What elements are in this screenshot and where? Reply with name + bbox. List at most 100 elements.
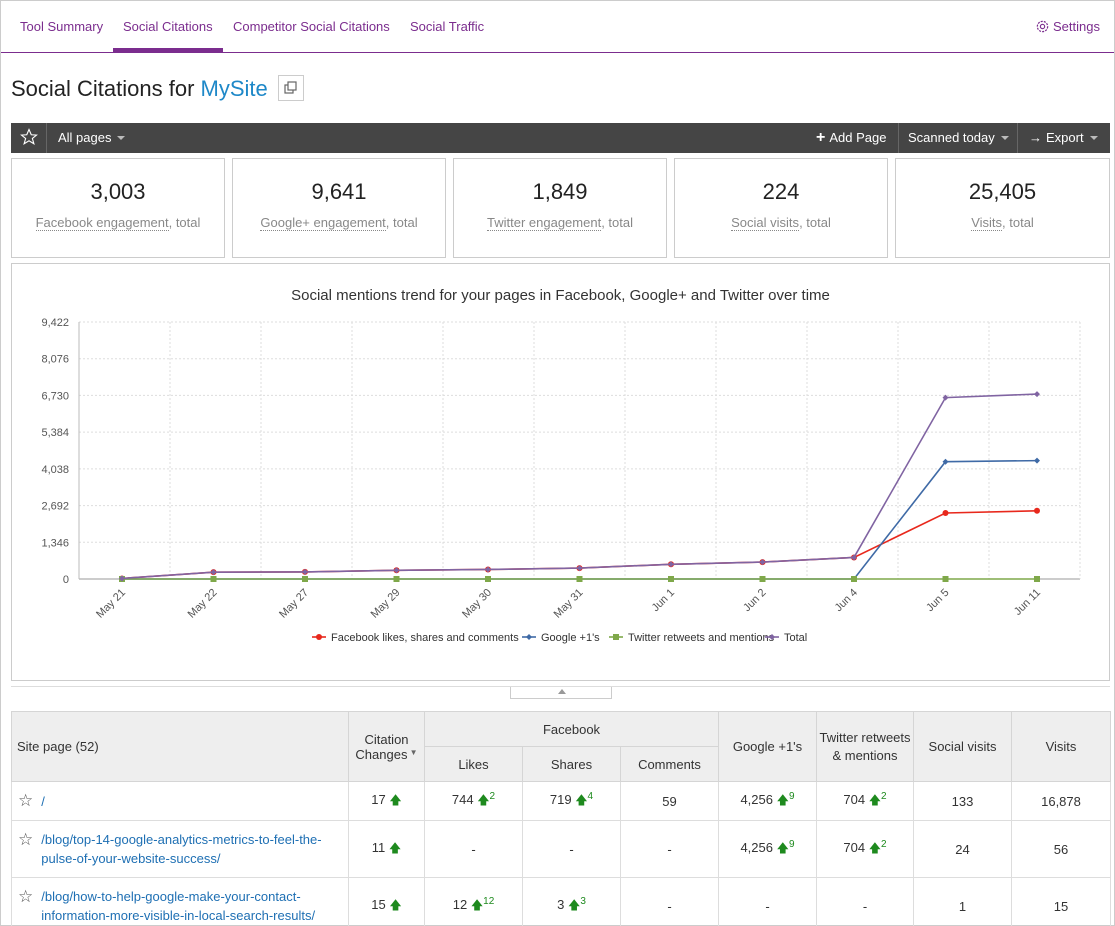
star-icon[interactable]: ☆ [18,791,34,810]
add-page-label: Add Page [829,130,887,145]
table-row: ☆ /blog/how-to-help-google-make-your-cont… [11,877,1111,926]
citation-label: Citation Changes [355,731,409,762]
data-point [851,554,857,561]
data-point [759,559,766,566]
scanned-label: Scanned today [908,130,995,145]
col-likes[interactable]: Likes [424,746,523,782]
y-tick-label: 0 [63,574,69,586]
data-point [210,576,217,582]
google-value: - [765,898,770,914]
export-dropdown[interactable]: → Export [1029,123,1098,153]
card-label-suffix: , total [168,215,201,230]
y-tick-label: 6,730 [41,390,69,402]
col-site-page[interactable]: Site page (52) [11,711,349,782]
settings-button[interactable]: Settings [1035,1,1100,53]
all-pages-dropdown[interactable]: All pages [58,123,126,153]
page-link[interactable]: /blog/how-to-help-google-make-your-conta… [41,889,316,923]
likes-value: - [471,841,476,857]
tab-tool-summary[interactable]: Tool Summary [20,19,104,34]
star-icon[interactable]: ☆ [18,830,34,849]
page-link[interactable]: /blog/top-14-google-analytics-metrics-to… [41,832,322,866]
arrow-up-icon: 🡅 [389,897,402,912]
card-label: Google+ engagement, total [233,215,445,231]
card-label-link[interactable]: Twitter engagement [487,215,602,231]
citation-value: 11 [371,839,386,855]
x-tick-label: Jun 5 [924,587,952,615]
data-point [1034,391,1040,398]
delta-value: 2 [881,838,887,850]
social-visits-cell: 1 [913,877,1012,926]
comments-cell: - [620,877,719,926]
col-visits[interactable]: Visits [1011,711,1111,782]
col-social-visits[interactable]: Social visits [913,711,1012,782]
col-comments[interactable]: Comments [620,746,719,782]
table-row: ☆ /blog/top-14-google-analytics-metrics-t… [11,820,1111,878]
tab-competitor-social-citations[interactable]: Competitor Social Citations [233,19,390,34]
citation-cell: 11 🡅 [348,820,425,878]
x-tick-label: May 27 [277,587,311,621]
chevron-down-icon [117,136,126,140]
delta-value: 4 [587,790,594,802]
arrow-up-icon: 🡅 [470,897,484,912]
x-tick-label: Jun 1 [650,587,678,615]
likes-cell: 12 🡅12 [424,877,523,926]
divider [11,686,1110,687]
site-page-cell: ☆ /blog/how-to-help-google-make-your-cont… [11,877,349,926]
col-google[interactable]: Google +1's [718,711,817,782]
data-point [393,567,400,574]
card-label-link[interactable]: Social visits [731,215,800,231]
export-label: Export [1046,130,1084,145]
x-tick-label: Jun 2 [741,587,769,615]
plus-icon: + [816,129,826,146]
card-value: 1,849 [532,179,588,204]
delta-value: 2 [489,790,496,802]
arrow-right-icon: → [1029,130,1042,145]
arrow-up-icon: 🡅 [575,792,588,807]
col-facebook: Facebook [424,711,719,747]
twitter-cell: 704 🡅2 [816,820,914,878]
legend-label: Twitter retweets and mentions [628,632,775,644]
card-label-suffix: , total [601,215,633,230]
card-google: 9,641 Google+ engagement, total [232,158,446,258]
page-link[interactable]: / [41,793,45,809]
y-tick-label: 2,692 [41,501,69,513]
card-label-link[interactable]: Facebook engagement [35,215,169,231]
open-external-icon[interactable] [277,75,304,101]
card-value: 224 [762,179,800,204]
tab-social-traffic[interactable]: Social Traffic [410,19,485,34]
data-point [576,576,583,582]
site-link[interactable]: MySite [200,76,268,101]
chart-title: Social mentions trend for your pages in … [291,287,830,304]
data-point [1034,576,1040,582]
page-title-prefix: Social Citations for [11,76,195,101]
legend-marker [316,634,322,640]
card-twitter: 1,849 Twitter engagement, total [453,158,667,258]
table-row: ☆/17 🡅 744 🡅2 719 🡅4 59 4,256 🡅9 704 🡅2 133 16,… [11,781,1111,821]
star-icon[interactable]: ☆ [18,887,34,906]
comments-cell: - [620,820,719,878]
card-facebook: 3,003 Facebook engagement, total [11,158,225,258]
col-citation-changes[interactable]: Citation Changes ▼ [348,711,425,782]
citation-cell: 17 🡅 [348,781,425,821]
pages-table: Site page (52) Citation Changes ▼ Facebo… [11,711,1111,926]
delta-value: 12 [483,895,495,907]
add-page-button[interactable]: + Add Page [816,123,886,153]
data-point [759,576,766,582]
legend-marker [769,634,775,640]
social-visits-cell: 133 [913,781,1012,821]
toolbar-divider [898,123,899,153]
card-label-link[interactable]: Visits [971,215,1003,231]
tab-social-citations[interactable]: Social Citations [113,1,223,52]
top-nav: Tool Summary Social Citations Competitor… [1,1,1114,53]
card-label: Twitter engagement, total [454,215,666,231]
data-point [942,458,949,465]
col-twitter[interactable]: Twitter retweets & mentions [816,711,914,782]
shares-value: - [569,841,574,857]
scanned-dropdown[interactable]: Scanned today [908,123,1009,153]
col-shares[interactable]: Shares [522,746,621,782]
data-point [393,576,400,582]
x-tick-label: May 30 [460,587,494,621]
star-icon[interactable] [11,123,47,153]
card-label-link[interactable]: Google+ engagement [260,215,386,231]
collapse-chart-toggle[interactable] [510,687,612,699]
